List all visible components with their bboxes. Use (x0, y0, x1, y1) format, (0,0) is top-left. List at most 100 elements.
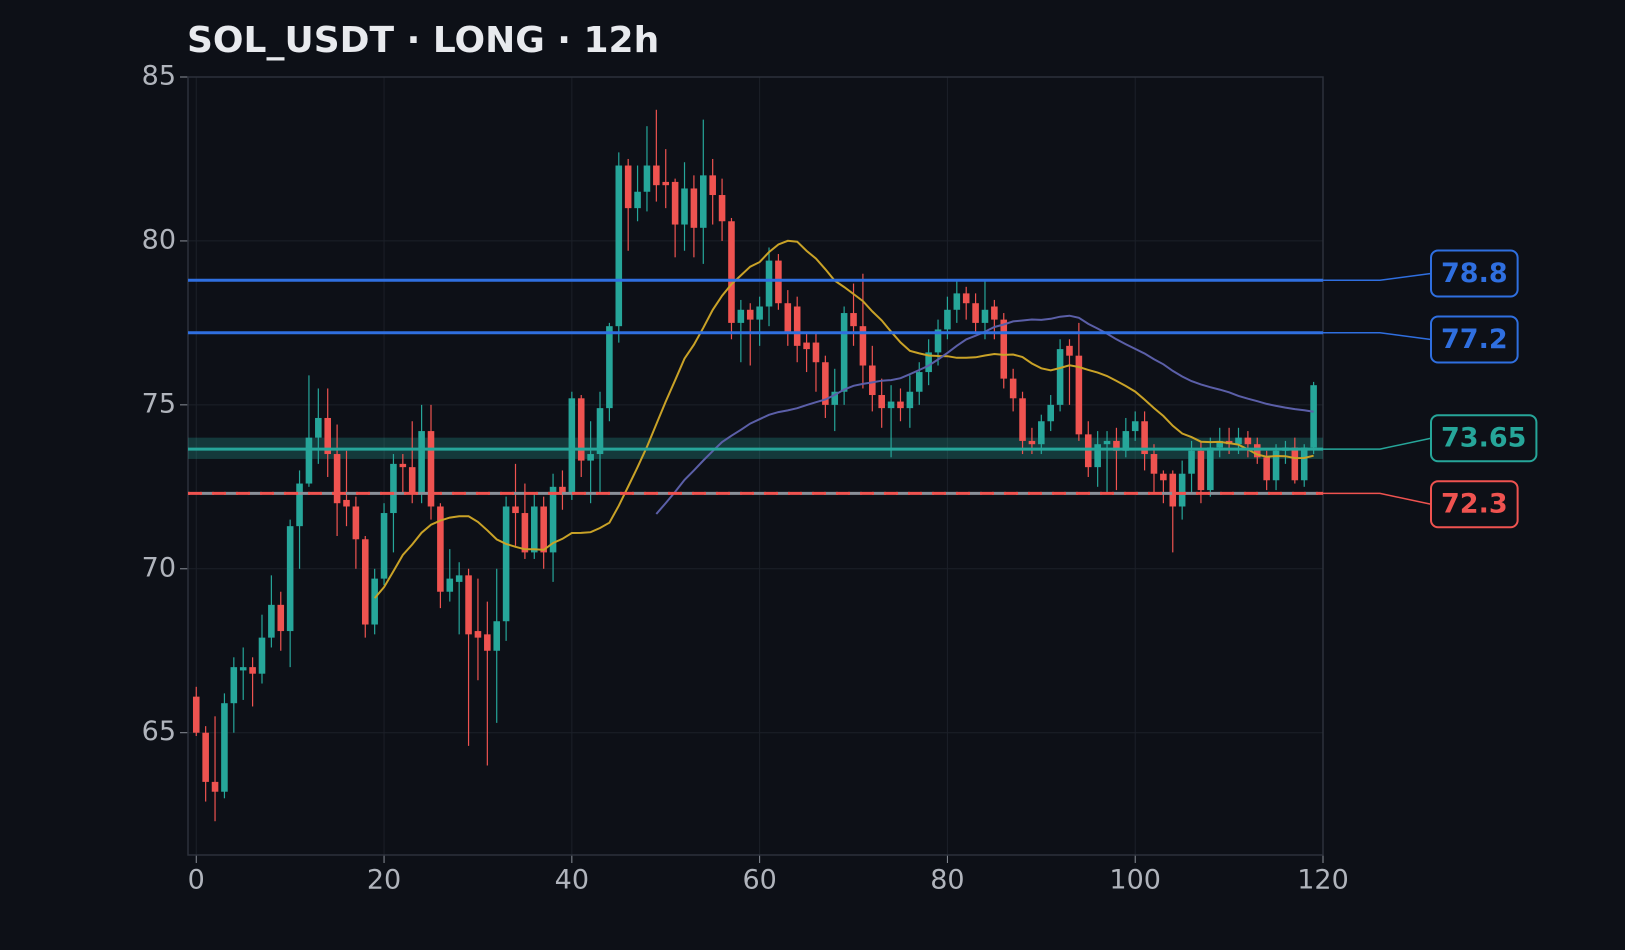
label-box (1430, 480, 1519, 529)
candle-body (474, 631, 482, 638)
candle-body (1244, 437, 1252, 445)
candle-body (944, 309, 951, 330)
candle-body (784, 303, 792, 333)
level-label-text: 72.3 (1441, 489, 1508, 520)
candle-body (371, 578, 378, 625)
y-tick-label: 75 (142, 388, 176, 419)
candle-body (962, 293, 970, 304)
candle-body (1291, 447, 1299, 481)
candle-body (643, 165, 651, 192)
candle-body (1169, 473, 1177, 507)
candle-body (606, 326, 613, 409)
candle-body (512, 506, 519, 514)
candle-body (915, 372, 923, 392)
candle-body (775, 260, 782, 304)
candle-body (887, 401, 895, 409)
candle-body (700, 175, 707, 228)
candle-body (653, 165, 660, 186)
candle-body (1122, 431, 1130, 451)
candle-body (671, 181, 679, 225)
candle-body (615, 165, 623, 327)
candle-body (897, 401, 904, 409)
candle-body (1216, 440, 1224, 448)
x-tick-label: 80 (930, 865, 964, 896)
candle-body (437, 506, 444, 592)
candle-body (1235, 437, 1242, 445)
candle-body (662, 181, 670, 186)
candle-body (408, 467, 416, 494)
candle-body (1253, 444, 1261, 458)
candle-body (1103, 440, 1111, 445)
candle-body (831, 391, 839, 405)
label-box (1430, 249, 1519, 298)
candle-body (390, 463, 397, 514)
candle-body (418, 431, 425, 494)
candle-body (343, 499, 350, 507)
x-tick-label: 20 (367, 865, 401, 896)
candle-body (1150, 454, 1158, 474)
candle-body (258, 637, 266, 674)
candle-body (230, 667, 238, 704)
candle-body (549, 486, 557, 553)
candle-body (972, 303, 979, 323)
candle-body (380, 513, 388, 579)
candle-body (202, 732, 209, 782)
candle-body (981, 309, 989, 323)
candle-body (305, 437, 313, 484)
candle-body (840, 313, 848, 392)
candle-body (1094, 444, 1101, 468)
candle-body (577, 398, 585, 461)
candle-body (709, 175, 716, 196)
candle-body (1178, 473, 1186, 507)
candle-body (559, 486, 566, 494)
candle-body (765, 260, 773, 307)
candle-body (530, 506, 538, 553)
candle-body (906, 391, 914, 409)
level-label: 77.2 (1430, 315, 1519, 364)
candle-body (869, 365, 876, 396)
candle-body (746, 309, 754, 320)
candle-body (455, 575, 463, 582)
candle-body (493, 621, 501, 651)
candle-body (1000, 319, 1008, 379)
candle-body (502, 506, 510, 622)
candle-body (277, 604, 285, 632)
candle-body (850, 313, 857, 327)
candle-body (624, 165, 632, 209)
candle-body (1084, 434, 1092, 468)
candle-body (1075, 355, 1083, 435)
candle-body (1160, 473, 1167, 481)
candle-body (1066, 345, 1073, 356)
candle-body (315, 417, 322, 438)
candle-body (239, 667, 247, 671)
candle-body (324, 417, 332, 455)
level-label-text: 78.8 (1441, 258, 1508, 289)
candle-body (690, 188, 698, 228)
level-label: 73.65 (1430, 414, 1538, 463)
candle-body (333, 454, 341, 504)
candle-body (953, 293, 961, 310)
label-box (1430, 414, 1538, 463)
candle-body (1113, 440, 1120, 451)
candle-body (1131, 421, 1139, 432)
candle-body (812, 342, 820, 363)
candle-body (352, 506, 360, 540)
candle-body (925, 352, 932, 373)
label-connector (1323, 331, 1432, 341)
candle-body (634, 191, 641, 209)
candle-body (1141, 421, 1148, 455)
candle-body (803, 342, 810, 350)
candle-body (737, 309, 745, 323)
candle-body (268, 604, 275, 638)
candle-body (1310, 385, 1317, 448)
label-connector (1323, 437, 1432, 450)
candle-body (521, 513, 529, 553)
candle-body (718, 195, 726, 222)
candle-body (1197, 450, 1205, 491)
candle-body (1056, 349, 1064, 405)
candle-body (1263, 457, 1270, 481)
y-tick-label: 70 (142, 552, 176, 583)
